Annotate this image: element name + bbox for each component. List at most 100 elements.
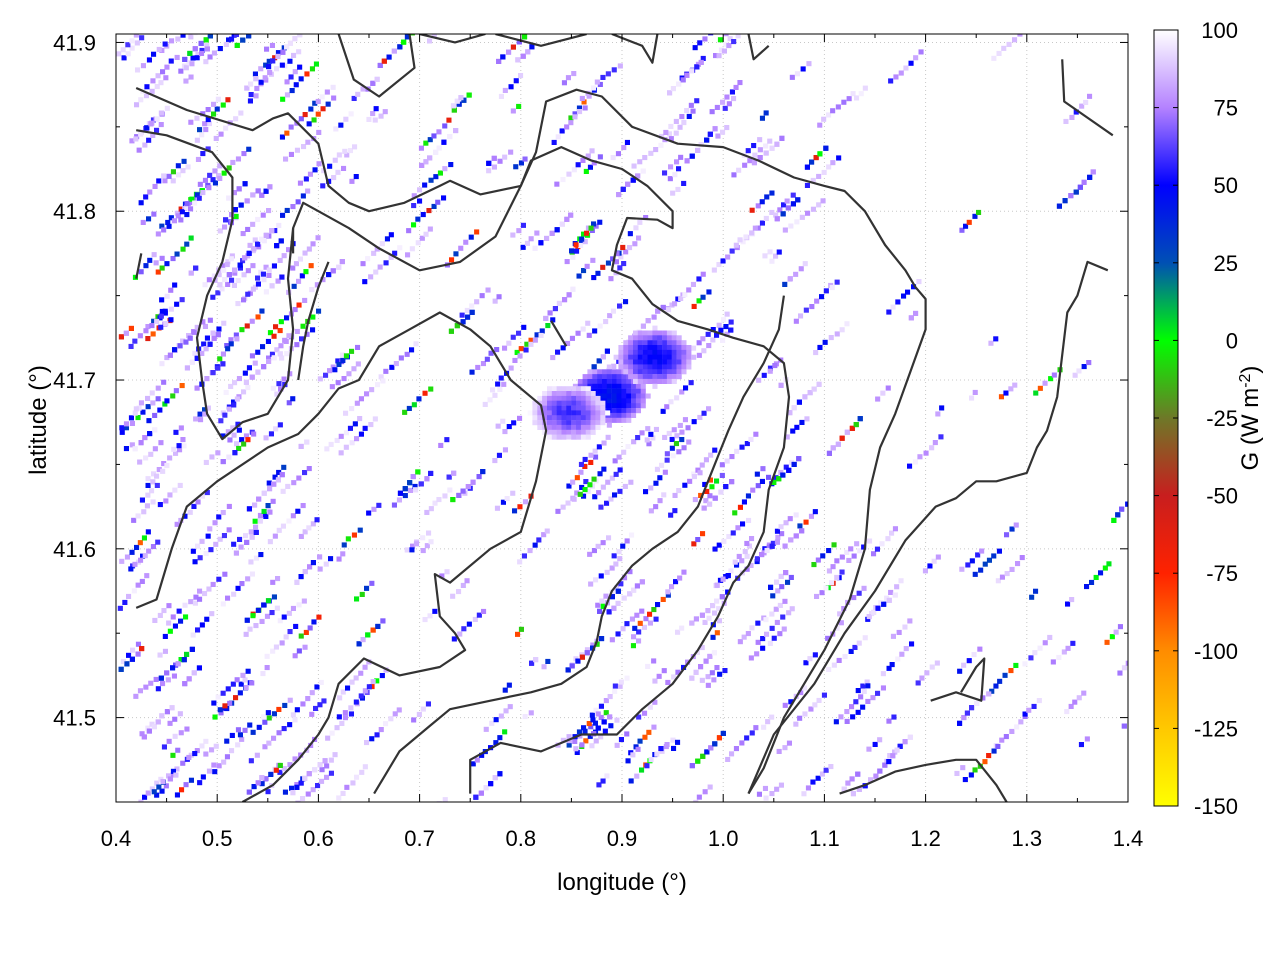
heatmap-cell bbox=[700, 753, 706, 759]
heatmap-cell bbox=[460, 488, 466, 494]
heatmap-cell bbox=[140, 63, 146, 69]
heatmap-cell bbox=[174, 521, 180, 527]
heatmap-cell bbox=[709, 109, 715, 115]
heatmap-cell bbox=[650, 435, 656, 441]
heatmap-cell bbox=[541, 532, 547, 538]
heatmap-cell bbox=[295, 508, 301, 514]
heatmap-cell bbox=[686, 364, 692, 370]
heatmap-cell bbox=[267, 184, 273, 190]
heatmap-cell bbox=[644, 437, 650, 443]
heatmap-cell bbox=[186, 333, 192, 339]
heatmap-cell bbox=[575, 330, 581, 336]
heatmap-cell bbox=[1115, 512, 1121, 518]
heatmap-cell bbox=[652, 369, 658, 375]
heatmap-cell bbox=[1068, 193, 1074, 199]
heatmap-cell bbox=[298, 76, 304, 82]
heatmap-cell bbox=[796, 456, 802, 462]
heatmap-cell bbox=[757, 137, 763, 143]
heatmap-cell bbox=[257, 518, 263, 524]
heatmap-cell bbox=[142, 142, 148, 148]
heatmap-cell bbox=[212, 520, 218, 526]
heatmap-cell bbox=[597, 219, 603, 225]
heatmap-cell bbox=[798, 266, 804, 272]
y-tick-label: 41.8 bbox=[53, 199, 96, 224]
heatmap-cell bbox=[623, 369, 629, 375]
heatmap-cell bbox=[451, 107, 457, 113]
heatmap-cell bbox=[326, 178, 332, 184]
heatmap-cell bbox=[854, 95, 860, 101]
heatmap-cell bbox=[249, 680, 255, 686]
heatmap-cell bbox=[296, 278, 302, 284]
x-tick-label: 0.8 bbox=[506, 826, 537, 851]
heatmap-cell bbox=[725, 589, 731, 595]
heatmap-cell bbox=[666, 378, 672, 384]
heatmap-cell bbox=[699, 677, 705, 683]
heatmap-cell bbox=[1090, 169, 1096, 175]
heatmap-cell bbox=[506, 424, 512, 430]
heatmap-cell bbox=[745, 631, 751, 637]
heatmap-cell bbox=[347, 425, 353, 431]
x-tick-label: 0.6 bbox=[303, 826, 334, 851]
heatmap-cell bbox=[671, 335, 677, 341]
heatmap-cell bbox=[618, 679, 624, 685]
heatmap-cell bbox=[986, 557, 992, 563]
heatmap-cell bbox=[503, 708, 509, 714]
heatmap-cell bbox=[660, 408, 666, 414]
heatmap-cell bbox=[768, 584, 774, 590]
heatmap-cell bbox=[316, 308, 322, 314]
heatmap-cell bbox=[616, 192, 622, 198]
heatmap-cell bbox=[576, 405, 582, 411]
heatmap-cell bbox=[315, 783, 321, 789]
heatmap-cell bbox=[823, 767, 829, 773]
heatmap-cell bbox=[590, 410, 596, 416]
heatmap-cell bbox=[225, 281, 231, 287]
heatmap-cell bbox=[132, 410, 138, 416]
heatmap-cell bbox=[756, 377, 762, 383]
heatmap-cell bbox=[520, 222, 526, 228]
heatmap-cell bbox=[808, 513, 814, 519]
heatmap-cell bbox=[616, 383, 622, 389]
heatmap-cell bbox=[495, 423, 501, 429]
heatmap-cell bbox=[621, 379, 627, 385]
heatmap-cell bbox=[204, 46, 210, 52]
heatmap-cell bbox=[327, 368, 333, 374]
heatmap-cell bbox=[595, 543, 601, 549]
heatmap-cell bbox=[246, 506, 252, 512]
heatmap-cell bbox=[348, 711, 354, 717]
colorbar-tick-label: -25 bbox=[1206, 406, 1238, 431]
heatmap-cell bbox=[671, 369, 677, 375]
heatmap-cell bbox=[589, 743, 595, 749]
heatmap-cell bbox=[606, 369, 612, 375]
heatmap-cell bbox=[266, 740, 272, 746]
heatmap-cell bbox=[518, 160, 524, 166]
heatmap-cell bbox=[611, 379, 617, 385]
heatmap-cell bbox=[991, 748, 997, 754]
heatmap-cell bbox=[633, 330, 639, 336]
heatmap-cell bbox=[207, 341, 213, 347]
heatmap-cell bbox=[561, 424, 567, 430]
heatmap-cell bbox=[899, 651, 905, 657]
colorbar-tick-label: 0 bbox=[1226, 328, 1238, 353]
heatmap-cell bbox=[206, 586, 212, 592]
heatmap-cell bbox=[267, 69, 273, 75]
heatmap-cell bbox=[284, 44, 290, 50]
heatmap-cell bbox=[528, 236, 534, 242]
heatmap-cell bbox=[676, 364, 682, 370]
heatmap-cell bbox=[671, 349, 677, 355]
heatmap-cell bbox=[566, 292, 572, 298]
heatmap-cell bbox=[148, 121, 154, 127]
heatmap-cell bbox=[809, 159, 815, 165]
heatmap-cell bbox=[802, 685, 808, 691]
heatmap-cell bbox=[1081, 179, 1087, 185]
heatmap-cell bbox=[283, 634, 289, 640]
heatmap-cell bbox=[642, 710, 648, 716]
heatmap-cell bbox=[1012, 382, 1018, 388]
heatmap-cell bbox=[307, 171, 313, 177]
heatmap-cell bbox=[307, 564, 313, 570]
heatmap-cell bbox=[889, 662, 895, 668]
heatmap-cell bbox=[313, 705, 319, 711]
heatmap-cell bbox=[666, 369, 672, 375]
heatmap-cell bbox=[292, 36, 298, 42]
heatmap-cell bbox=[686, 439, 692, 445]
